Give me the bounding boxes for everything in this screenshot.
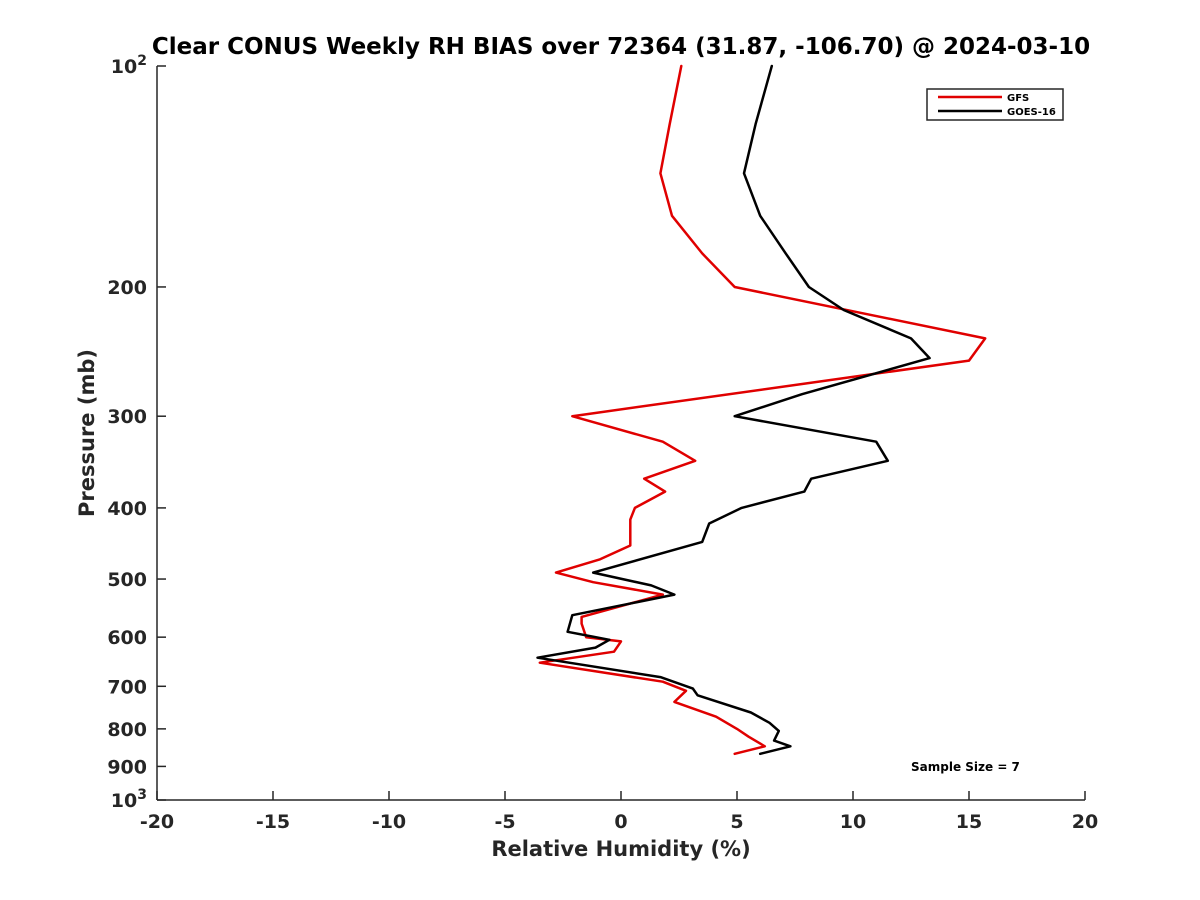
legend-label-gfs: GFS (1007, 93, 1029, 104)
y-tick-label: 400 (107, 498, 147, 520)
y-tick-label: 200 (107, 277, 147, 299)
legend-box (926, 88, 1064, 121)
y-tick-label: 700 (107, 676, 147, 698)
x-tick-label: -5 (494, 811, 515, 833)
y-tick-exponent: 3 (137, 787, 147, 803)
y-tick-exponent: 2 (137, 53, 147, 69)
y-tick-label: 500 (107, 569, 147, 591)
ticks-layer: -20 -15 -10 -5 0 5 10 15 20102200300400500600700… (107, 53, 1098, 833)
y-tick-label: 103 (111, 787, 147, 812)
x-tick-label: 5 (730, 811, 743, 833)
x-tick-label: -10 (372, 811, 406, 833)
y-tick-label: 600 (107, 627, 147, 649)
series-layer (536, 64, 987, 756)
x-tick-label: 20 (1072, 811, 1098, 833)
series-line-goes16 (536, 64, 931, 756)
y-tick-label: 900 (107, 756, 147, 778)
y-tick-label: 102 (111, 53, 147, 78)
x-tick-label: 0 (614, 811, 627, 833)
x-axis-title: Relative Humidity (%) (491, 837, 750, 861)
legend-label-goes16: GOES-16 (1007, 107, 1056, 118)
x-tick-label: 10 (840, 811, 866, 833)
y-tick-base: 10 (111, 790, 137, 812)
sample-size-annotation: Sample Size = 7 (911, 760, 1020, 774)
legend: GFS GOES-16 (926, 88, 1064, 121)
x-tick-label: 15 (956, 811, 982, 833)
y-tick-label: 300 (107, 406, 147, 428)
x-tick-label: -15 (256, 811, 290, 833)
series-line-gfs (538, 64, 987, 756)
x-tick-label: -20 (140, 811, 174, 833)
y-tick-base: 10 (111, 56, 137, 78)
y-tick-label: 800 (107, 719, 147, 741)
chart-title: Clear CONUS Weekly RH BIAS over 72364 (3… (152, 34, 1090, 60)
y-axis-title: Pressure (mb) (75, 349, 99, 517)
axes-layer (156, 66, 1085, 801)
